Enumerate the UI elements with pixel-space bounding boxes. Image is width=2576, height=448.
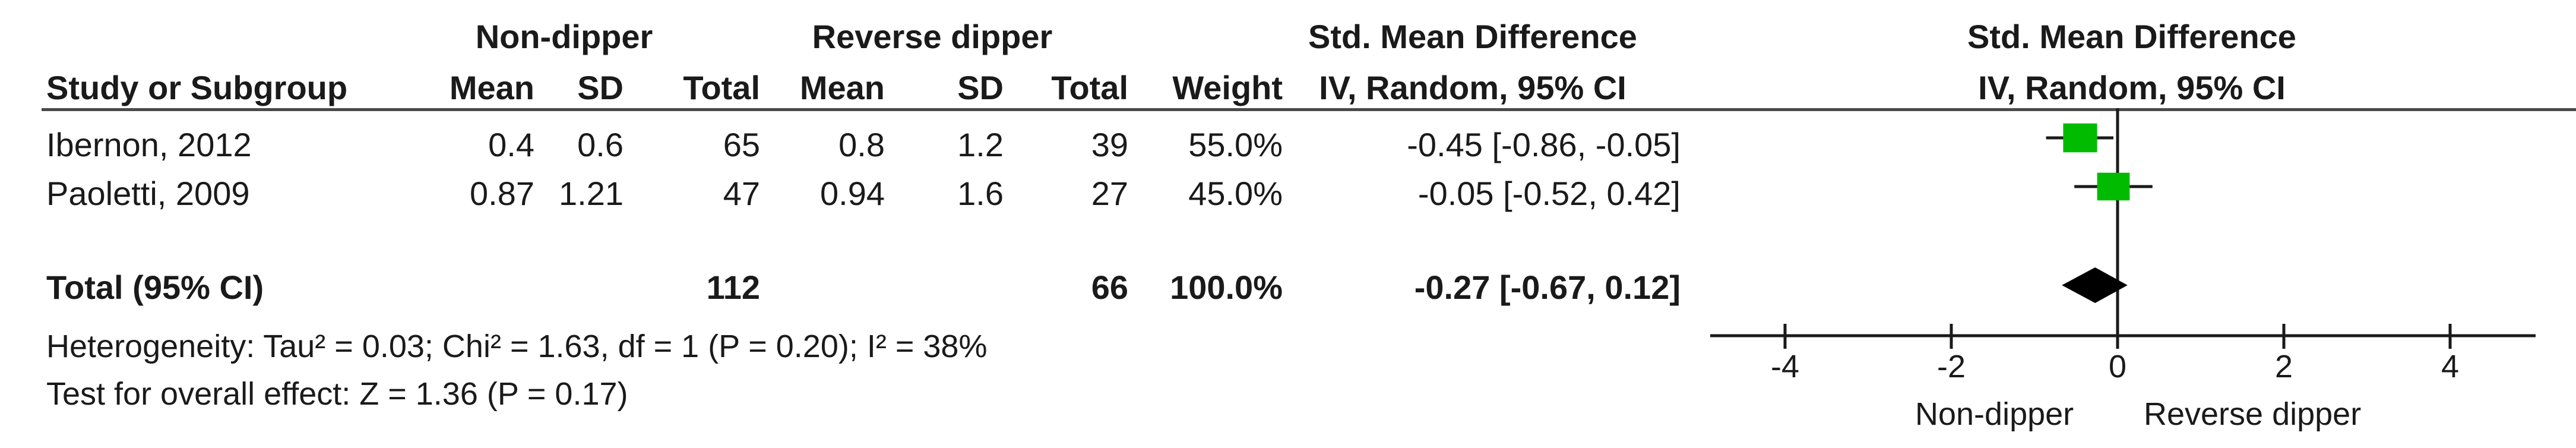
weight-header: Weight (1172, 69, 1283, 106)
total1-sum: 112 (706, 269, 760, 306)
pooled-effect-diamond (2062, 267, 2128, 303)
effect-subheader: IV, Random, 95% CI (1319, 69, 1626, 106)
sd1-header: SD (577, 69, 624, 106)
study-name: Paoletti, 2009 (46, 175, 250, 212)
sd2-value: 1.2 (957, 126, 1004, 163)
study-effect-marker (2097, 172, 2130, 201)
mean2-header: Mean (799, 69, 885, 106)
axis-left-label: Non-dipper (1915, 396, 2074, 432)
x-axis-tick-label: 2 (2275, 349, 2293, 384)
ci-value: -0.45 [-0.86, -0.05] (1407, 126, 1681, 163)
sd2-value: 1.6 (957, 175, 1004, 212)
x-axis-tick-label: 4 (2441, 349, 2459, 384)
plot-subheader: IV, Random, 95% CI (1978, 69, 2286, 106)
total1-header: Total (683, 69, 760, 106)
x-axis-tick-label: 0 (2109, 349, 2126, 384)
effect-header: Std. Mean Difference (1308, 18, 1637, 55)
total1-value: 47 (723, 175, 760, 212)
total1-value: 65 (723, 126, 760, 163)
group2-header: Reverse dipper (812, 18, 1053, 55)
mean1-value: 0.87 (470, 175, 534, 212)
study-name: Ibernon, 2012 (46, 126, 252, 163)
total-label: Total (95% CI) (46, 269, 264, 306)
total2-value: 27 (1091, 175, 1128, 212)
sd1-value: 0.6 (577, 126, 624, 163)
mean2-value: 0.94 (820, 175, 885, 212)
weight-value: 55.0% (1188, 126, 1283, 163)
study-column-header: Study or Subgroup (46, 69, 348, 106)
total2-value: 39 (1091, 126, 1128, 163)
header-rule (42, 108, 2576, 111)
sd2-header: SD (957, 69, 1004, 106)
overall-effect-text: Test for overall effect: Z = 1.36 (P = 0… (46, 376, 628, 412)
total2-header: Total (1051, 69, 1128, 106)
sd1-value: 1.21 (559, 175, 624, 212)
total-weight: 100.0% (1170, 269, 1283, 306)
ci-value: -0.05 [-0.52, 0.42] (1417, 175, 1681, 212)
x-axis-tick-label: -4 (1771, 349, 1799, 384)
total2-sum: 66 (1091, 269, 1128, 306)
weight-value: 45.0% (1188, 175, 1283, 212)
mean1-header: Mean (449, 69, 534, 106)
x-axis-tick-label: -2 (1937, 349, 1966, 384)
axis-right-label: Reverse dipper (2144, 396, 2362, 432)
group1-header: Non-dipper (475, 18, 653, 55)
study-effect-marker (2063, 123, 2097, 153)
mean1-value: 0.4 (488, 126, 534, 163)
total-ci: -0.27 [-0.67, 0.12] (1414, 269, 1681, 306)
heterogeneity-text: Heterogeneity: Tau² = 0.03; Chi² = 1.63,… (46, 329, 988, 364)
plot-header: Std. Mean Difference (1967, 18, 2296, 55)
mean2-value: 0.8 (838, 126, 885, 163)
